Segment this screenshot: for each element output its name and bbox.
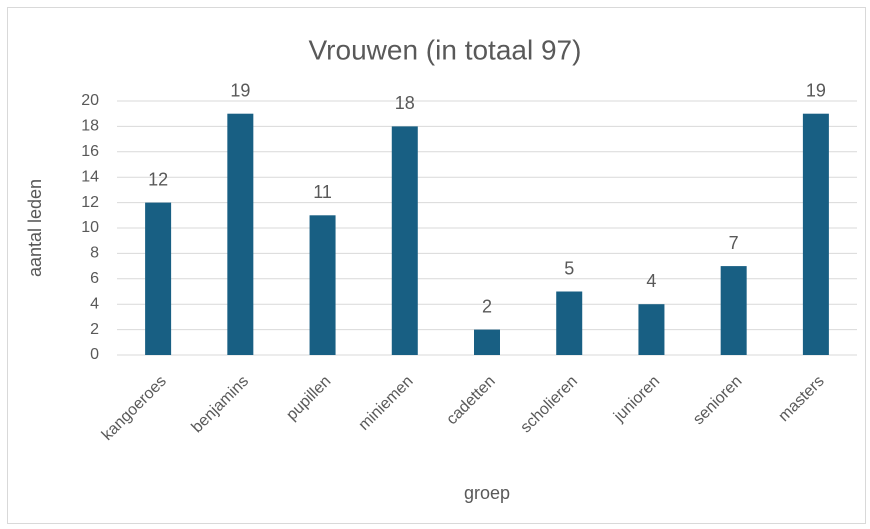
y-tick-label: 2 — [90, 321, 99, 338]
y-axis-label: aantal leden — [25, 179, 45, 277]
bar — [474, 329, 500, 355]
y-tick-label: 18 — [81, 118, 99, 135]
data-label: 19 — [230, 80, 250, 100]
bar — [227, 113, 254, 355]
data-label: 2 — [482, 296, 492, 316]
bar — [556, 291, 583, 355]
x-axis-label: groep — [464, 483, 510, 503]
data-label: 7 — [729, 233, 739, 253]
data-label: 18 — [395, 93, 415, 113]
bar — [638, 304, 665, 355]
chart-title: Vrouwen (in totaal 97) — [309, 34, 582, 65]
y-tick-label: 20 — [81, 92, 99, 109]
y-tick-label: 10 — [81, 219, 99, 236]
data-label: 5 — [564, 258, 574, 278]
bar — [145, 202, 172, 355]
data-label: 12 — [148, 169, 168, 189]
data-label: 11 — [313, 182, 332, 202]
y-tick-label: 16 — [81, 143, 99, 160]
chart-border — [7, 7, 866, 524]
bar — [720, 266, 747, 355]
bar — [309, 215, 336, 355]
y-tick-label: 0 — [90, 346, 99, 363]
y-tick-label: 6 — [90, 270, 99, 287]
y-tick-label: 14 — [81, 168, 99, 185]
bar — [802, 113, 829, 355]
y-tick-label: 8 — [90, 245, 99, 262]
data-label: 19 — [806, 80, 826, 100]
bar — [391, 126, 418, 356]
y-tick-label: 4 — [90, 295, 99, 312]
y-tick-label: 12 — [81, 194, 99, 211]
data-label: 4 — [646, 271, 656, 291]
